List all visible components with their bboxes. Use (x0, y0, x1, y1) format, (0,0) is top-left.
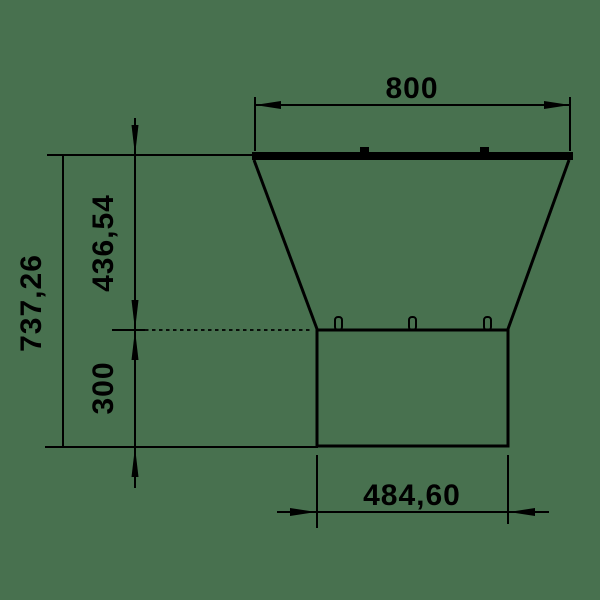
dimension-overall-height: 737,26 (15, 155, 64, 447)
outlet-slot-right (483, 316, 492, 331)
flange-bar (252, 152, 573, 160)
dim737-label: 737,26 (15, 254, 48, 352)
dim484-arrow-left (290, 508, 316, 516)
dimension-chain-vertical: 436,54 300 (87, 118, 139, 488)
dim436-label: 436,54 (87, 194, 120, 292)
dim436-arrow-bottom (131, 300, 139, 330)
hopper-outline (252, 147, 573, 448)
dimension-top-width: 800 (254, 72, 571, 151)
dim484-arrow-right (509, 508, 535, 516)
dim484-label: 484,60 (363, 479, 461, 512)
dimension-base-width: 484,60 (277, 455, 549, 528)
dim800-arrow-left (255, 101, 281, 109)
outlet-slot-center (408, 316, 417, 331)
flange-tab-left (360, 147, 369, 153)
dim300-arrow-top (131, 330, 139, 360)
outlet-body (315, 328, 510, 448)
dim800-label: 800 (385, 72, 438, 105)
dim436-arrow-top (131, 125, 139, 155)
dim300-arrow-bottom (131, 447, 139, 477)
hopper-left-wall (252, 159, 319, 330)
dim300-label: 300 (87, 361, 120, 414)
dim800-arrow-right (544, 101, 570, 109)
outlet-slot-left (334, 316, 343, 331)
extension-lines (45, 154, 318, 448)
hopper-right-wall (506, 159, 571, 330)
flange-tab-right (480, 147, 489, 153)
